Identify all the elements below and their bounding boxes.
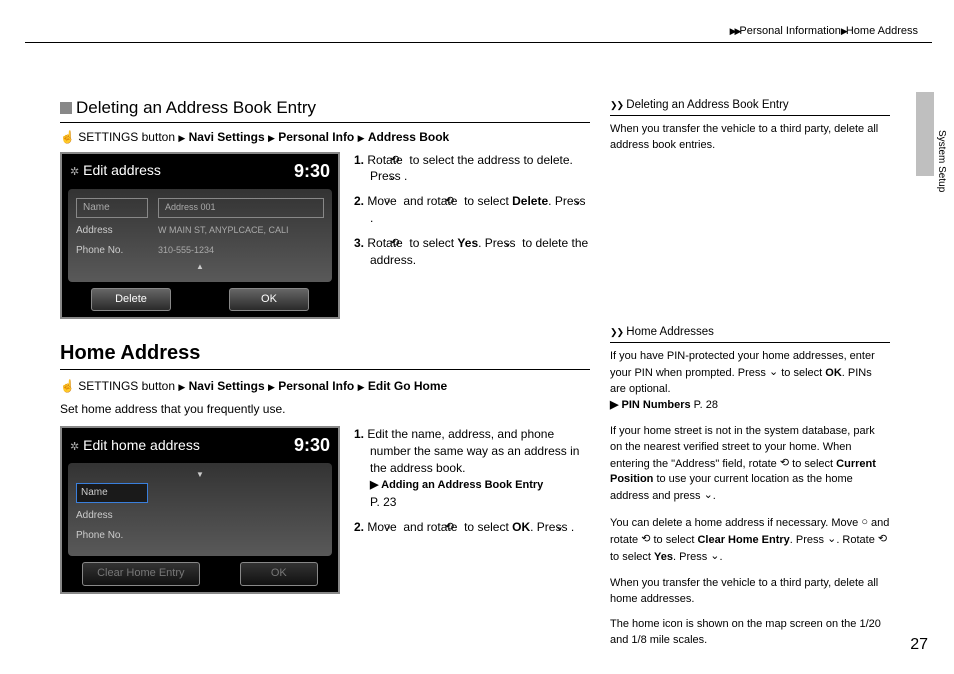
page-number: 27 xyxy=(910,634,928,656)
steps-section1: 1. Rotate ⟲ to select the address to del… xyxy=(354,152,590,320)
gear-icon: ✲ xyxy=(70,441,79,453)
bc1: Navi Settings xyxy=(189,379,265,393)
step1: 1. Edit the name, address, and phone num… xyxy=(354,426,590,511)
gear-icon: ✲ xyxy=(70,166,79,178)
screenshot-edit-home: ✲ Edit home address 9:30 ▼ Name Address … xyxy=(60,426,340,594)
side2-p4: When you transfer the vehicle to a third… xyxy=(610,576,890,608)
caret-up-icon: ▲ xyxy=(76,261,324,272)
step3: 3. Rotate ⟲ to select Yes. Press ⌄ to de… xyxy=(354,235,590,269)
section1-title: Deleting an Address Book Entry xyxy=(76,96,316,120)
link-icon: ▶ xyxy=(370,479,378,491)
side-heading-1: ❯❯ Deleting an Address Book Entry xyxy=(610,97,890,116)
bc-prefix: SETTINGS button xyxy=(78,130,175,144)
arrows-icon: ❯❯ xyxy=(610,327,623,337)
press-icon: ⌄ xyxy=(827,532,836,548)
row-name-label: Name xyxy=(76,198,148,218)
header-rule xyxy=(25,42,932,43)
square-bullet-icon xyxy=(60,102,72,114)
nav-path-2: ☝ SETTINGS button ▶ Navi Settings ▶ Pers… xyxy=(60,378,590,395)
side1-p1: When you transfer the vehicle to a third… xyxy=(610,122,890,154)
screen-time: 9:30 xyxy=(294,433,330,458)
chevron-icon: ▶ xyxy=(268,133,275,143)
side-tab xyxy=(916,92,934,176)
row-addr-label: Address xyxy=(76,509,148,523)
step1: 1. Rotate ⟲ to select the address to del… xyxy=(354,152,590,186)
hand-icon: ☝ xyxy=(60,378,75,395)
screen-title: Edit home address xyxy=(83,437,200,453)
screenshot-edit-address: ✲ Edit address 9:30 Name Address 001 Add… xyxy=(60,152,340,320)
bc2: Personal Info xyxy=(278,130,354,144)
link-icon: ▶ xyxy=(610,399,618,411)
screen-title: Edit address xyxy=(83,162,161,178)
chevron-icon: ▶ xyxy=(358,382,365,392)
row-addr-value: W MAIN ST, ANYPLCACE, CALI xyxy=(158,224,289,238)
side-column: ❯❯ Deleting an Address Book Entry When y… xyxy=(610,97,890,659)
caret-down-icon: ▼ xyxy=(76,469,324,480)
bc3: Edit Go Home xyxy=(368,379,447,393)
section2-title: Home Address xyxy=(60,339,590,370)
bc1: Navi Settings xyxy=(189,130,265,144)
ref-link: ▶ Adding an Address Book Entry xyxy=(370,479,543,491)
chevron-icon: ▶ xyxy=(178,133,185,143)
move-icon: ○ xyxy=(861,515,868,531)
side2-p2: If your home street is not in the system… xyxy=(610,424,890,505)
ok-button[interactable]: OK xyxy=(229,288,309,311)
clear-home-button[interactable]: Clear Home Entry xyxy=(82,562,200,585)
delete-button[interactable]: Delete xyxy=(91,288,171,311)
press-icon: ⌄ xyxy=(769,365,778,381)
press-icon: ⌄ xyxy=(710,549,719,565)
ref-page: P. 23 xyxy=(370,495,396,509)
side2-p5: The home icon is shown on the map screen… xyxy=(610,617,890,649)
chevron-icon: ▶ xyxy=(358,133,365,143)
row-addr-label: Address xyxy=(76,224,148,238)
ref-link: ▶ PIN Numbers xyxy=(610,399,691,411)
side2-p3: You can delete a home address if necessa… xyxy=(610,515,890,565)
section-title-deleting: Deleting an Address Book Entry xyxy=(60,96,590,123)
row-phone-value: 310-555-1234 xyxy=(158,244,214,258)
side-tab-label: System Setup xyxy=(934,130,948,192)
screen-time: 9:30 xyxy=(294,159,330,184)
bc3: Address Book xyxy=(368,130,449,144)
crumb1: Personal Information xyxy=(739,25,841,37)
press-icon: ⌄ xyxy=(704,488,713,504)
step2: 2. Move ○ and rotate ⟲ to select OK. Pre… xyxy=(354,519,590,536)
step2: 2. Move ○ and rotate ⟲ to select Delete.… xyxy=(354,193,590,227)
chevron-icon: ▶ xyxy=(268,382,275,392)
row-name-label: Name xyxy=(76,483,148,503)
hand-icon: ☝ xyxy=(60,129,75,146)
section2-desc: Set home address that you frequently use… xyxy=(60,401,590,418)
bc-prefix: SETTINGS button xyxy=(78,379,175,393)
side2-p1: If you have PIN-protected your home addr… xyxy=(610,349,890,414)
row-name-value: Address 001 xyxy=(158,198,324,218)
bc2: Personal Info xyxy=(278,379,354,393)
row-phone-label: Phone No. xyxy=(76,529,148,543)
arrows-icon: ❯❯ xyxy=(610,100,623,110)
main-column: Deleting an Address Book Entry ☝ SETTING… xyxy=(60,96,590,614)
nav-path-1: ☝ SETTINGS button ▶ Navi Settings ▶ Pers… xyxy=(60,129,590,146)
rotate-icon: ⟲ xyxy=(780,456,789,472)
side-heading-2: ❯❯ Home Addresses xyxy=(610,324,890,343)
crumb2: Home Address xyxy=(846,25,918,37)
arrow-icon: ▶▶ xyxy=(730,26,740,36)
steps-section2: 1. Edit the name, address, and phone num… xyxy=(354,426,590,594)
chevron-icon: ▶ xyxy=(178,382,185,392)
breadcrumb-header: ▶▶Personal Information▶Home Address xyxy=(730,24,918,39)
ok-button[interactable]: OK xyxy=(240,562,318,585)
row-phone-label: Phone No. xyxy=(76,244,148,258)
rotate-icon: ⟲ xyxy=(878,532,887,548)
